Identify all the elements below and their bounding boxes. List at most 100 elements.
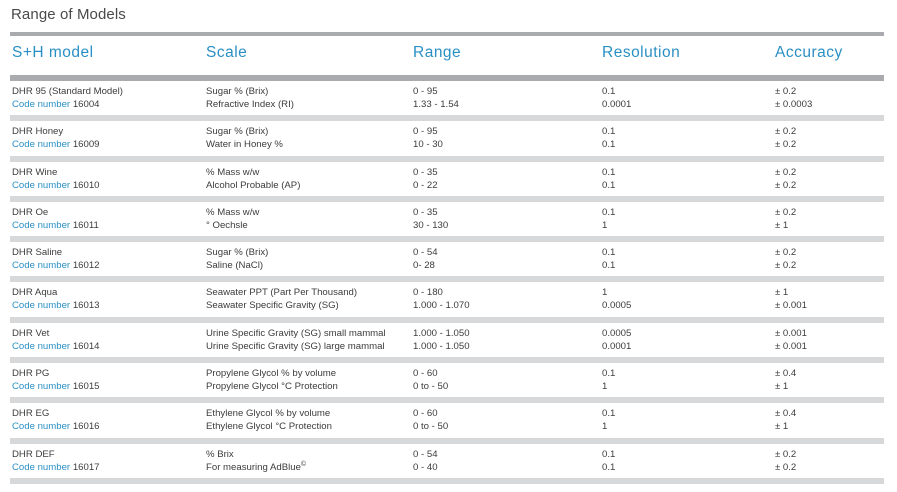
range-primary: 0 - 95 [413, 126, 438, 138]
scale-primary: Urine Specific Gravity (SG) small mammal [206, 327, 386, 339]
code-number-label: Code number [12, 340, 71, 352]
resolution-primary: 0.1 [602, 86, 616, 97]
column-header-scale: Scale [206, 44, 248, 61]
code-number-value: 16011 [72, 219, 99, 231]
scale-primary: Sugar % (Brix) [206, 247, 269, 259]
code-number-value: 16009 [72, 139, 100, 151]
row-divider [10, 357, 884, 364]
range-primary: 0 - 95 [413, 86, 438, 97]
resolution-primary: 0.1 [602, 126, 616, 138]
range-secondary: 1.000 - 1.070 [413, 300, 470, 312]
range-primary: 1.000 - 1.050 [413, 327, 470, 339]
scale-secondary-line: Ethylene Glycol °C Protection [206, 421, 332, 433]
scale-secondary: Alcohol Probable (AP) [206, 179, 301, 191]
row-divider [10, 115, 884, 122]
accuracy-primary: ± 0.2 [775, 86, 797, 97]
model-name: DHR DEF [12, 448, 55, 460]
accuracy-secondary: ± 0.001 [775, 340, 807, 352]
code-number-value: 16017 [72, 461, 100, 473]
resolution-secondary: 0.0001 [602, 99, 632, 110]
model-code-line: Code number 16012 [12, 260, 100, 272]
model-table-body: DHR 95 (Standard Model) Code number 16004… [0, 81, 897, 484]
table-row: DHR Vet Code number 16014 Urine Specific G… [0, 323, 897, 364]
code-number-label: Code number [12, 179, 71, 191]
range-primary: 0 - 35 [413, 206, 438, 218]
row-divider [10, 316, 884, 323]
title-divider [10, 32, 884, 36]
code-number-value: 16015 [72, 381, 100, 393]
scale-secondary: Ethylene Glycol °C Protection [206, 421, 332, 433]
table-row: DHR DEF Code number 16017% Brix For measur… [0, 444, 897, 484]
page-title: Range of Models [11, 6, 126, 23]
scale-primary: Propylene Glycol % by volume [206, 368, 337, 380]
code-number-label: Code number [12, 421, 71, 433]
code-number-value: 16004 [72, 99, 100, 110]
code-number-value: 16014 [72, 340, 100, 352]
model-code-line: Code number 16011 [12, 220, 99, 232]
copyright-mark: © [300, 460, 307, 468]
model-code-line: Code number 16015 [12, 381, 100, 393]
range-secondary: 0- 28 [413, 260, 435, 272]
row-divider [10, 477, 884, 484]
row-divider [10, 276, 884, 283]
model-name: DHR Honey [12, 126, 64, 138]
scale-secondary: Refractive Index (RI) [206, 99, 294, 110]
model-name: DHR PG [12, 368, 50, 380]
resolution-primary: 0.1 [602, 166, 616, 178]
column-header-model: S+H model [12, 44, 94, 61]
scale-secondary-line: Seawater Specific Gravity (SG) [206, 300, 339, 312]
scale-primary: % Brix [206, 448, 234, 460]
scale-secondary-line: Alcohol Probable (AP) [206, 180, 300, 192]
accuracy-primary: ± 0.2 [775, 448, 797, 460]
resolution-secondary: 0.1 [602, 139, 616, 151]
code-number-value: 16010 [72, 179, 100, 191]
code-number-label: Code number [12, 260, 71, 272]
table-row: DHR Oe Code number 16011% Mass w/w ° Oechs… [0, 202, 897, 243]
range-primary: 0 - 54 [413, 448, 438, 460]
accuracy-primary: ± 0.2 [775, 166, 797, 178]
resolution-secondary: 1 [602, 421, 608, 433]
range-primary: 0 - 54 [413, 247, 438, 259]
accuracy-secondary: ± 0.2 [775, 260, 797, 272]
resolution-secondary: 0.1 [602, 179, 616, 191]
model-name: DHR 95 (Standard Model) [12, 86, 123, 97]
scale-primary: Sugar % (Brix) [206, 86, 269, 97]
accuracy-secondary: ± 0.001 [775, 300, 807, 312]
model-code-line: Code number 16004 [12, 99, 100, 111]
accuracy-primary: ± 0.2 [775, 247, 797, 259]
range-secondary: 0 - 40 [413, 461, 438, 473]
table-row: DHR Wine Code number 16010% Mass w/w Alcoh… [0, 162, 897, 202]
scale-secondary-line: Saline (NaCl) [206, 260, 263, 272]
code-number-label: Code number [12, 381, 71, 393]
table-header: S+H model Scale Range Resolution Accurac… [0, 44, 897, 70]
accuracy-primary: ± 0.4 [775, 408, 797, 420]
code-number-label: Code number [12, 461, 71, 473]
accuracy-secondary: ± 1 [775, 381, 789, 393]
resolution-primary: 0.1 [602, 368, 616, 380]
row-divider [10, 437, 884, 444]
range-secondary: 10 - 30 [413, 139, 443, 151]
scale-secondary: Saline (NaCl) [206, 260, 264, 272]
resolution-secondary: 1 [602, 219, 608, 231]
resolution-secondary: 0.1 [602, 260, 616, 272]
model-code-line: Code number 16010 [12, 180, 100, 192]
model-name: DHR Oe [12, 206, 49, 218]
header-divider [10, 75, 884, 81]
scale-secondary: Seawater Specific Gravity (SG) [206, 300, 339, 312]
code-number-value: 16016 [72, 421, 100, 433]
resolution-primary: 0.1 [602, 448, 616, 460]
range-primary: 0 - 60 [413, 408, 438, 420]
resolution-primary: 0.0005 [602, 327, 632, 339]
table-row: DHR 95 (Standard Model) Code number 16004… [0, 81, 897, 122]
accuracy-secondary: ± 0.2 [775, 179, 797, 191]
scale-secondary: ° Oechsle [206, 219, 248, 231]
code-number-value: 16012 [72, 260, 100, 272]
accuracy-primary: ± 0.2 [775, 126, 797, 138]
model-code-line: Code number 16016 [12, 421, 100, 433]
resolution-secondary: 0.1 [602, 461, 616, 473]
column-header-range: Range [413, 44, 462, 61]
model-name: DHR Vet [12, 327, 50, 339]
accuracy-secondary: ± 0.2 [775, 139, 797, 151]
range-secondary: 0 to - 50 [413, 381, 449, 393]
row-divider [10, 397, 884, 404]
